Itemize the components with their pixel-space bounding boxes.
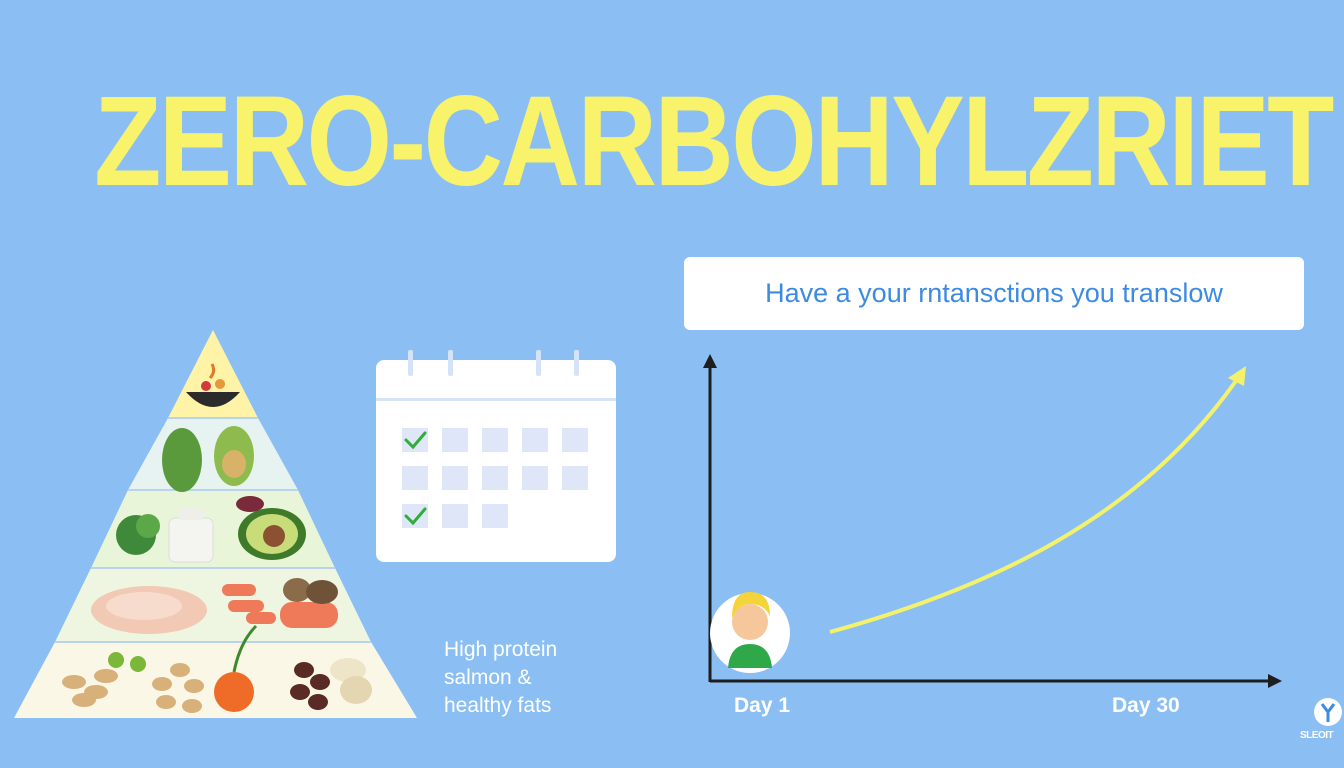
side-note-line-1: High protein — [444, 638, 558, 661]
side-note-line-3: healthy fats — [444, 694, 552, 717]
logo-icon — [1314, 698, 1342, 726]
avatar-icon — [710, 592, 790, 673]
food-pyramid-illustration — [14, 330, 417, 718]
x-axis-arrow-icon — [1268, 674, 1282, 688]
headline-banner: Have a your rntansctions you translow — [684, 257, 1304, 330]
logo-text: SLEOIT — [1300, 730, 1334, 741]
progress-graph — [703, 354, 1282, 688]
main-title: ZERO-CARBOHYLZRIET — [94, 70, 1334, 213]
trend-arrow-icon — [1228, 366, 1246, 386]
calendar-icon — [376, 350, 616, 562]
graph-end-label: Day 30 — [1112, 694, 1180, 717]
y-axis-arrow-icon — [703, 354, 717, 368]
trend-line — [829, 376, 1240, 634]
side-note: High protein salmon & healthy fats — [444, 636, 644, 720]
corner-logo: SLEOIT — [1300, 694, 1344, 768]
side-note-line-2: salmon & — [444, 666, 532, 689]
graph-start-label: Day 1 — [734, 694, 791, 717]
